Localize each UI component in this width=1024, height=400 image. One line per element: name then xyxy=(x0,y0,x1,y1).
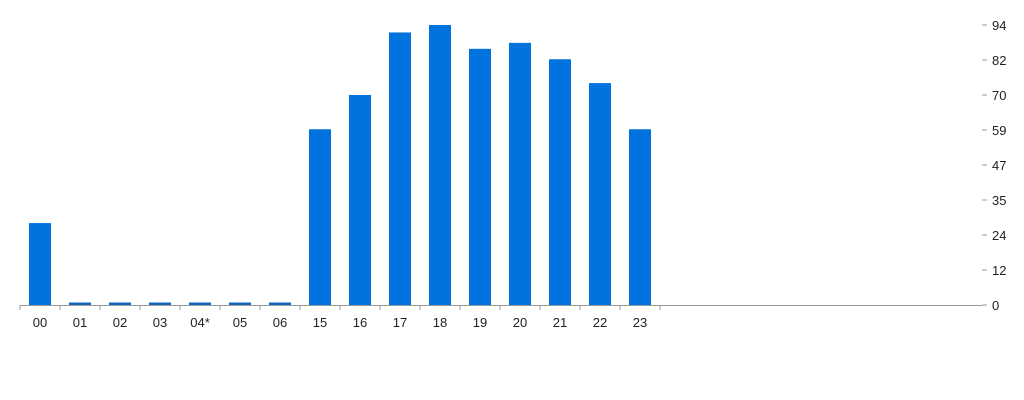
x-tick-label: 21 xyxy=(553,315,567,330)
bar-21 xyxy=(549,59,571,306)
x-tick-label: 17 xyxy=(393,315,407,330)
x-tick-label: 20 xyxy=(513,315,527,330)
y-tick-label: 94 xyxy=(992,18,1006,33)
y-tick-label: 12 xyxy=(992,263,1006,278)
bar-20 xyxy=(509,42,531,305)
x-tick-label: 04* xyxy=(190,315,210,330)
bar-16 xyxy=(349,95,371,305)
x-tick-label: 03 xyxy=(153,315,167,330)
x-tick-label: 15 xyxy=(313,315,327,330)
bar-18 xyxy=(429,25,451,305)
bar-02 xyxy=(109,302,131,305)
bar-06 xyxy=(269,302,291,305)
x-tick-label: 16 xyxy=(353,315,367,330)
x-tick-label: 05 xyxy=(233,315,247,330)
y-tick-label: 82 xyxy=(992,53,1006,68)
y-axis-labels: 0 12 24 35 47 59 70 82 94 xyxy=(992,18,1006,313)
y-tick-label: 35 xyxy=(992,193,1006,208)
x-tick-label: 18 xyxy=(433,315,447,330)
y-tick-label: 0 xyxy=(992,298,999,313)
x-tick-label: 02 xyxy=(113,315,127,330)
x-tick-label: 06 xyxy=(273,315,287,330)
y-tick-label: 59 xyxy=(992,123,1006,138)
bar-17 xyxy=(389,32,411,305)
y-axis-ticks xyxy=(982,24,987,306)
bar-15 xyxy=(309,129,331,305)
bar-04* xyxy=(189,302,211,305)
bar-05 xyxy=(229,302,251,305)
x-tick-label: 19 xyxy=(473,315,487,330)
x-tick-label: 01 xyxy=(73,315,87,330)
x-tick-label: 22 xyxy=(593,315,607,330)
x-tick-label: 00 xyxy=(33,315,47,330)
bar-19 xyxy=(469,48,491,306)
y-tick-label: 24 xyxy=(992,228,1006,243)
x-tick-label: 23 xyxy=(633,315,647,330)
bars-group xyxy=(29,25,651,306)
bar-01 xyxy=(69,302,91,305)
y-tick-label: 70 xyxy=(992,88,1006,103)
x-axis-labels: 00 01 02 03 04* 05 06 15 16 17 18 19 20 21 22 23 xyxy=(33,315,647,330)
bar-22 xyxy=(589,83,611,305)
bar-23 xyxy=(629,129,651,305)
y-tick-label: 47 xyxy=(992,158,1006,173)
bar-00 xyxy=(29,223,51,305)
bar-03 xyxy=(149,302,171,305)
